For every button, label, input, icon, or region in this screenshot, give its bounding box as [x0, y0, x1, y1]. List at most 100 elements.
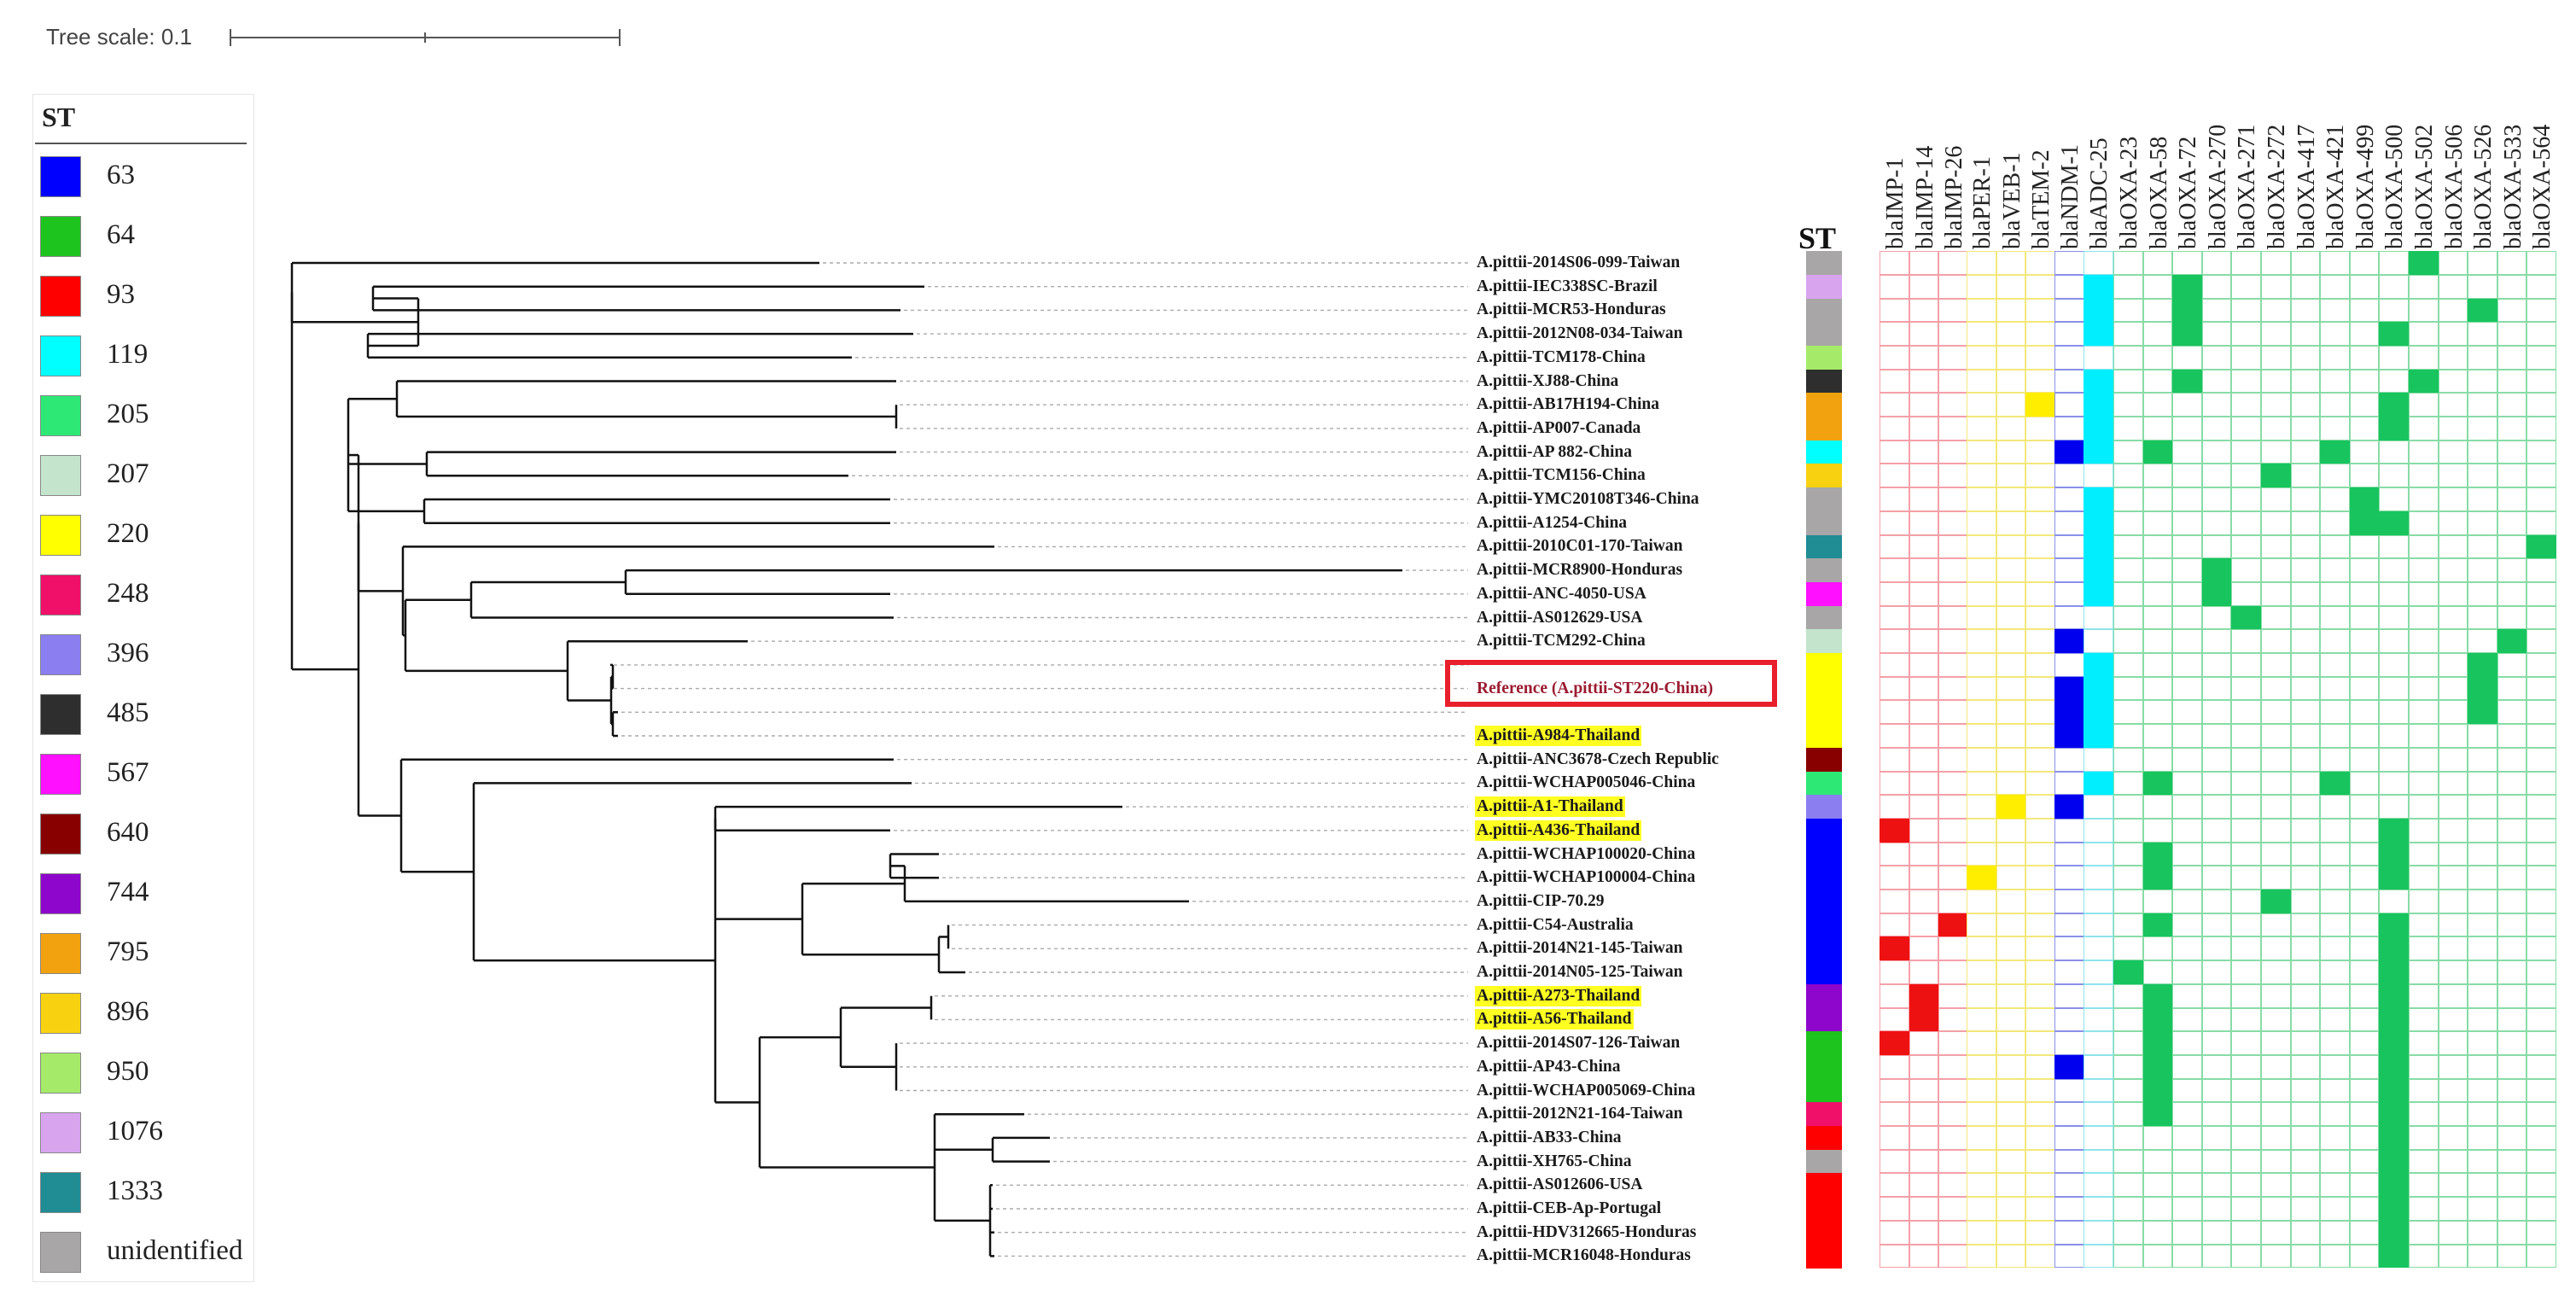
gene-cell-absent — [2349, 653, 2380, 677]
gene-cell-absent — [2438, 1244, 2468, 1269]
gene-cell-absent — [2526, 1173, 2556, 1198]
gene-cell-absent — [1880, 581, 1909, 606]
gene-cell-absent — [2231, 1031, 2261, 1055]
gene-cell-absent — [2526, 653, 2556, 677]
gene-cell-absent — [2172, 676, 2202, 701]
gene-header: blaOXA-500 — [2381, 124, 2409, 249]
gene-cell-absent — [2084, 1220, 2113, 1245]
gene-cell-absent — [2142, 1220, 2173, 1245]
gene-cell-absent — [2320, 581, 2350, 606]
gene-cell-absent — [2231, 1102, 2261, 1127]
gene-cell-absent — [2025, 983, 2055, 1008]
gene-cell-absent — [2497, 440, 2527, 464]
legend-label: 205 — [107, 399, 149, 429]
gene-cell-absent — [2349, 700, 2380, 725]
gene-cell-absent — [2349, 724, 2380, 748]
gene-cell-absent — [2409, 1102, 2439, 1127]
gene-cell-absent — [1938, 1220, 1968, 1245]
gene-cell-absent — [2025, 913, 2055, 937]
legend-label: 220 — [107, 518, 149, 549]
gene-cell-absent — [2201, 771, 2232, 796]
gene-cell-absent — [1938, 393, 1968, 417]
gene-cell-absent — [2172, 510, 2202, 535]
gene-cell-absent — [2025, 1102, 2055, 1127]
gene-cell-absent — [2172, 842, 2202, 866]
gene-cell-absent — [1880, 629, 1909, 654]
gene-cell-absent — [2025, 274, 2055, 299]
gene-cell-absent — [2320, 417, 2350, 440]
gene-cell-absent — [2526, 464, 2556, 488]
gene-cell-absent — [1880, 369, 1909, 394]
gene-cell-absent — [2201, 1078, 2232, 1103]
gene-cell-absent — [2409, 890, 2439, 913]
legend-swatch — [40, 455, 81, 496]
gene-cell-absent — [2025, 1149, 2055, 1174]
gene-cell-absent — [2409, 1220, 2439, 1245]
gene-cell-present — [2379, 1102, 2409, 1127]
st-cell — [1806, 890, 1842, 914]
gene-cell-absent — [1938, 1244, 1968, 1269]
legend-swatch — [40, 694, 81, 735]
gene-cell-absent — [2468, 983, 2497, 1008]
gene-cell-present — [2084, 700, 2113, 725]
gene-cell-absent — [2142, 510, 2173, 535]
gene-cell-absent — [2231, 795, 2261, 819]
gene-cell-absent — [2468, 629, 2497, 654]
gene-cell-present — [2526, 534, 2556, 559]
gene-cell-absent — [2526, 558, 2556, 582]
gene-cell-absent — [2261, 1126, 2291, 1150]
gene-cell-absent — [2409, 983, 2439, 1008]
taxon-label: A.pittii-C54-Australia — [1477, 915, 1634, 934]
gene-cell-absent — [1967, 393, 1996, 417]
gene-cell-absent — [2438, 936, 2468, 961]
st-cell — [1806, 274, 1842, 300]
gene-cell-absent — [2261, 1031, 2291, 1055]
gene-cell-absent — [2113, 393, 2143, 417]
gene-cell-absent — [2054, 274, 2084, 299]
gene-cell-absent — [2201, 983, 2232, 1008]
gene-cell-present — [2142, 866, 2173, 890]
taxon-label: A.pittii-2012N08-034-Taiwan — [1477, 324, 1683, 343]
gene-cell-absent — [1967, 983, 1996, 1008]
gene-cell-absent — [2468, 558, 2497, 582]
gene-cell-absent — [1909, 417, 1939, 440]
gene-cell-absent — [2261, 345, 2291, 370]
gene-cell-absent — [2349, 1173, 2380, 1198]
gene-cell-absent — [2142, 558, 2173, 582]
gene-cell-absent — [1967, 1173, 1996, 1198]
gene-cell-absent — [2526, 724, 2556, 748]
gene-cell-absent — [1996, 936, 2026, 961]
gene-cell-present — [2084, 417, 2113, 440]
gene-cell-absent — [2231, 369, 2261, 394]
gene-cell-absent — [2084, 936, 2113, 961]
gene-cell-absent — [2438, 960, 2468, 984]
gene-cell-absent — [2142, 700, 2173, 725]
gene-cell-present — [2231, 605, 2261, 630]
gene-cell-absent — [2231, 842, 2261, 866]
gene-cell-absent — [1967, 298, 1996, 323]
gene-cell-absent — [2409, 1007, 2439, 1032]
gene-cell-absent — [2025, 818, 2055, 843]
gene-cell-absent — [2349, 440, 2380, 464]
gene-cell-absent — [2526, 345, 2556, 370]
gene-cell-absent — [1996, 890, 2026, 913]
gene-cell-present — [2025, 393, 2055, 417]
gene-cell-absent — [2497, 1197, 2527, 1221]
gene-cell-absent — [2172, 1031, 2202, 1055]
gene-cell-absent — [2231, 251, 2261, 275]
gene-cell-absent — [2349, 842, 2380, 866]
gene-cell-present — [2409, 369, 2439, 394]
gene-cell-absent — [2054, 890, 2084, 913]
gene-cell-absent — [2526, 274, 2556, 299]
gene-cell-absent — [2349, 581, 2380, 606]
gene-cell-absent — [1880, 1197, 1909, 1221]
gene-header: blaOXA-23 — [2116, 136, 2142, 249]
gene-cell-absent — [2201, 818, 2232, 843]
gene-cell-absent — [1880, 700, 1909, 725]
gene-cell-absent — [1909, 1031, 1939, 1055]
gene-cell-absent — [2468, 866, 2497, 890]
gene-cell-absent — [2084, 1078, 2113, 1103]
gene-cell-absent — [1996, 510, 2026, 535]
gene-cell-absent — [2438, 1149, 2468, 1174]
gene-cell-absent — [2468, 1149, 2497, 1174]
